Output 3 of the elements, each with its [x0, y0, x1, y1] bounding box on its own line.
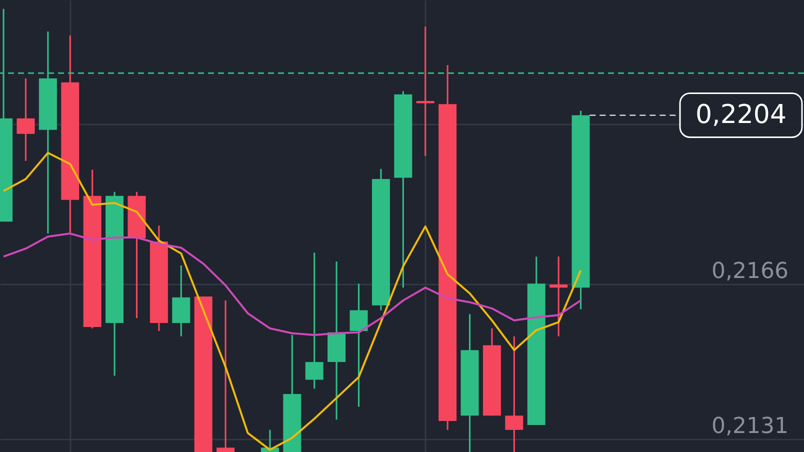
ref-line-label: 0,2204: [696, 100, 786, 130]
y-tick-label: 0,2166: [712, 259, 788, 284]
y-tick-label: 0,2131: [712, 414, 788, 440]
